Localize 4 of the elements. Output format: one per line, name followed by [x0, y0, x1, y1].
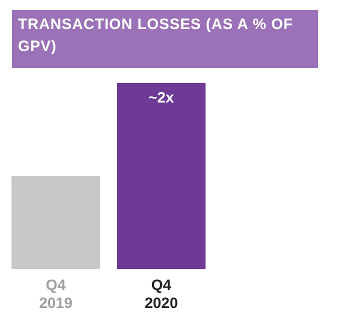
- x-tick-label: Q4 2019: [39, 277, 72, 312]
- x-tick-label: Q4 2020: [144, 277, 178, 312]
- chart-title: TRANSACTION LOSSES (AS A % OF GPV): [12, 10, 318, 68]
- data-label: ~2x: [148, 90, 175, 107]
